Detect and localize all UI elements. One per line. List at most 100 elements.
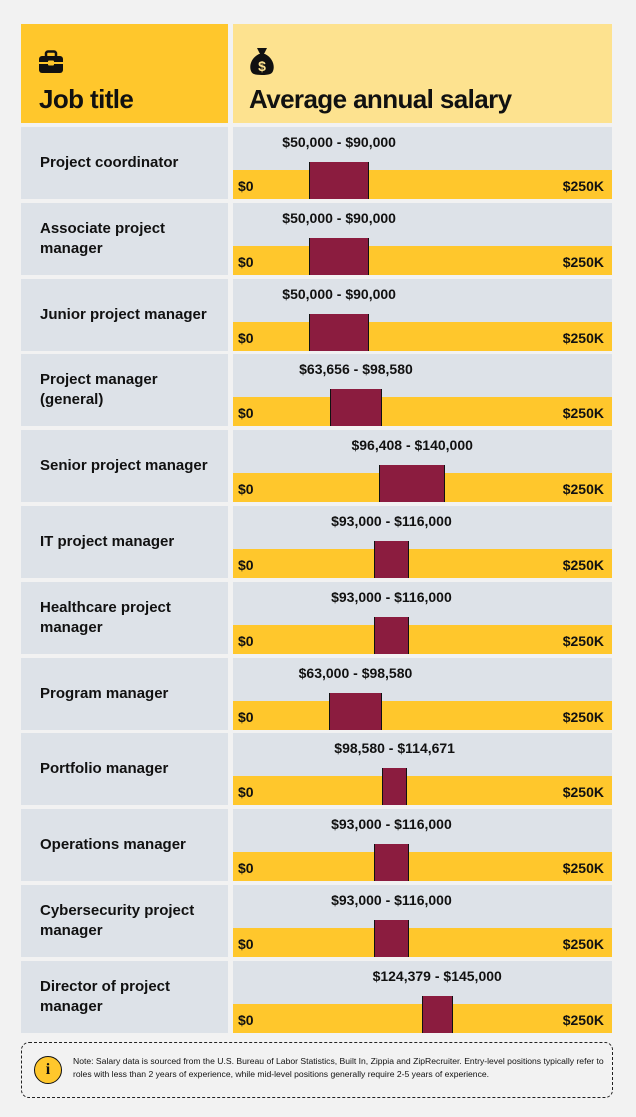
salary-range-cell: $63,000 - $98,580 $0 $250K: [233, 658, 612, 730]
job-title-cell: Operations manager: [21, 809, 228, 881]
job-title-cell: Project coordinator: [21, 127, 228, 199]
job-title: Project manager (general): [40, 371, 158, 408]
salary-range-cell: $50,000 - $90,000 $0 $250K: [233, 279, 612, 351]
axis-min-label: $0: [238, 1012, 254, 1028]
salary-range-bar: [379, 465, 446, 502]
axis-max-label: $250K: [562, 784, 604, 800]
axis-max-label: $250K: [562, 860, 604, 876]
axis-min-label: $0: [238, 860, 254, 876]
axis-max-label: $250K: [562, 330, 604, 346]
salary-track: [233, 246, 612, 275]
salary-range-cell: $50,000 - $90,000 $0 $250K: [233, 127, 612, 199]
axis-max-label: $250K: [562, 557, 604, 573]
salary-range-bar: [328, 693, 383, 730]
axis-min-label: $0: [238, 405, 254, 421]
job-title-header: Job title: [21, 24, 228, 123]
job-title: Cybersecurity project manager: [40, 902, 195, 939]
job-title-cell: Program manager: [21, 658, 228, 730]
axis-min-label: $0: [238, 557, 254, 573]
salary-range-cell: $124,379 - $145,000 $0 $250K: [233, 961, 612, 1033]
salary-track: [233, 852, 612, 881]
salary-range-label: $63,000 - $98,580: [298, 665, 413, 681]
axis-max-label: $250K: [562, 936, 604, 952]
axis-min-label: $0: [238, 330, 254, 346]
job-title: Portfolio manager: [40, 760, 169, 777]
job-title: Senior project manager: [40, 457, 208, 474]
job-title: Junior project manager: [40, 306, 207, 323]
salary-range-cell: $93,000 - $116,000 $0 $250K: [233, 809, 612, 881]
axis-min-label: $0: [238, 784, 254, 800]
salary-range-label: $50,000 - $90,000: [282, 134, 396, 150]
axis-max-label: $250K: [562, 254, 604, 270]
salary-range-bar: [421, 996, 453, 1033]
job-title-cell: Senior project manager: [21, 430, 228, 502]
axis-max-label: $250K: [562, 709, 604, 725]
axis-max-label: $250K: [562, 633, 604, 649]
info-icon: i: [34, 1056, 62, 1084]
note-box: i Note: Salary data is sourced from the …: [21, 1042, 613, 1098]
salary-header: $ Average annual salary: [233, 24, 612, 123]
salary-track: [233, 776, 612, 805]
salary-track: [233, 397, 612, 426]
job-title-cell: Portfolio manager: [21, 733, 228, 805]
salary-range-label: $63,656 - $98,580: [299, 361, 413, 377]
axis-min-label: $0: [238, 709, 254, 725]
job-title-cell: IT project manager: [21, 506, 228, 578]
note-text: Note: Salary data is sourced from the U.…: [73, 1056, 604, 1079]
axis-max-label: $250K: [562, 178, 604, 194]
axis-max-label: $250K: [562, 405, 604, 421]
salary-range-bar: [373, 844, 409, 881]
axis-min-label: $0: [238, 936, 254, 952]
salary-range-bar: [308, 314, 370, 351]
job-title-cell: Associate project manager: [21, 203, 228, 275]
salary-range-bar: [308, 162, 370, 199]
salary-range-cell: $96,408 - $140,000 $0 $250K: [233, 430, 612, 502]
job-title-cell: Junior project manager: [21, 279, 228, 351]
salary-heading: Average annual salary: [249, 84, 512, 114]
job-title: Healthcare project manager: [40, 599, 171, 636]
salary-range-bar: [373, 541, 409, 578]
axis-min-label: $0: [238, 633, 254, 649]
salary-range-label: $50,000 - $90,000: [282, 210, 396, 226]
salary-range-cell: $93,000 - $116,000 $0 $250K: [233, 885, 612, 957]
axis-max-label: $250K: [562, 481, 604, 497]
job-title: Program manager: [40, 685, 169, 702]
axis-min-label: $0: [238, 481, 254, 497]
axis-min-label: $0: [238, 254, 254, 270]
salary-range-cell: $98,580 - $114,671 $0 $250K: [233, 733, 612, 805]
job-title-heading: Job title: [39, 84, 134, 114]
job-title: Associate project manager: [40, 220, 166, 257]
briefcase-icon: [38, 50, 64, 79]
salary-track: [233, 549, 612, 578]
salary-range-bar: [373, 617, 409, 654]
job-title-cell: Healthcare project manager: [21, 582, 228, 654]
salary-range-cell: $93,000 - $116,000 $0 $250K: [233, 506, 612, 578]
salary-range-bar: [373, 920, 409, 957]
job-title-cell: Cybersecurity project manager: [21, 885, 228, 957]
job-title-cell: Project manager (general): [21, 354, 228, 426]
axis-min-label: $0: [238, 178, 254, 194]
salary-range-bar: [308, 238, 370, 275]
salary-range-cell: $63,656 - $98,580 $0 $250K: [233, 354, 612, 426]
job-title: IT project manager: [40, 533, 175, 550]
salary-track: [233, 170, 612, 199]
job-title: Project coordinator: [40, 154, 179, 171]
salary-track: [233, 701, 612, 730]
salary-range-bar: [382, 768, 407, 805]
job-title: Director of project manager: [40, 978, 171, 1015]
salary-range-label: $96,408 - $140,000: [351, 437, 473, 453]
money-bag-icon: $: [249, 46, 275, 81]
salary-track: [233, 625, 612, 654]
salary-range-label: $93,000 - $116,000: [331, 816, 452, 832]
axis-max-label: $250K: [562, 1012, 604, 1028]
salary-track: [233, 322, 612, 351]
salary-range-cell: $93,000 - $116,000 $0 $250K: [233, 582, 612, 654]
salary-range-label: $93,000 - $116,000: [331, 589, 452, 605]
job-title: Operations manager: [40, 836, 186, 853]
salary-range-label: $98,580 - $114,671: [334, 740, 455, 756]
job-title-cell: Director of project manager: [21, 961, 228, 1033]
salary-range-cell: $50,000 - $90,000 $0 $250K: [233, 203, 612, 275]
salary-range-label: $124,379 - $145,000: [372, 968, 502, 984]
salary-range-label: $93,000 - $116,000: [331, 892, 452, 908]
